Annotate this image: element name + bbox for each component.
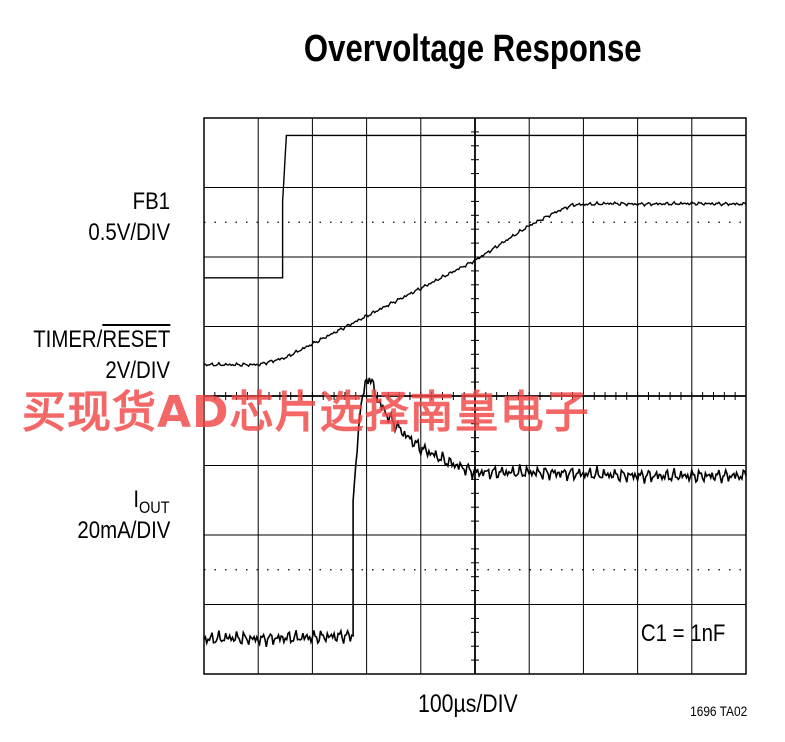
plot-grid bbox=[203, 117, 747, 675]
trace-iout bbox=[203, 377, 747, 648]
fb1-label: FB1 bbox=[132, 188, 170, 215]
figure-code: 1696 TA02 bbox=[689, 703, 747, 719]
capacitor-note: C1 = 1nF bbox=[640, 620, 725, 647]
timer-reset-label: TIMER/RESET bbox=[33, 325, 170, 355]
trace-timer-reset bbox=[203, 200, 747, 368]
x-axis-label: 100µs/DIV bbox=[418, 690, 518, 718]
fb1-scale-label: 0.5V/DIV bbox=[88, 219, 170, 246]
timer-label-text: TIMER/ bbox=[32, 326, 102, 353]
chart-title: Overvoltage Response bbox=[303, 28, 642, 70]
trace-fb1 bbox=[204, 134, 746, 279]
iout-scale-label: 20mA/DIV bbox=[77, 517, 170, 544]
timer-scale-label: 2V/DIV bbox=[105, 357, 170, 384]
iout-label: IOUT bbox=[134, 485, 170, 523]
plot-traces bbox=[203, 134, 747, 648]
iout-label-main: I bbox=[133, 486, 140, 513]
watermark-text: 买现货AD芯片选择南皇电子 bbox=[22, 387, 590, 438]
reset-label-text: RESET bbox=[101, 326, 170, 353]
iout-label-sub: OUT bbox=[139, 497, 170, 517]
